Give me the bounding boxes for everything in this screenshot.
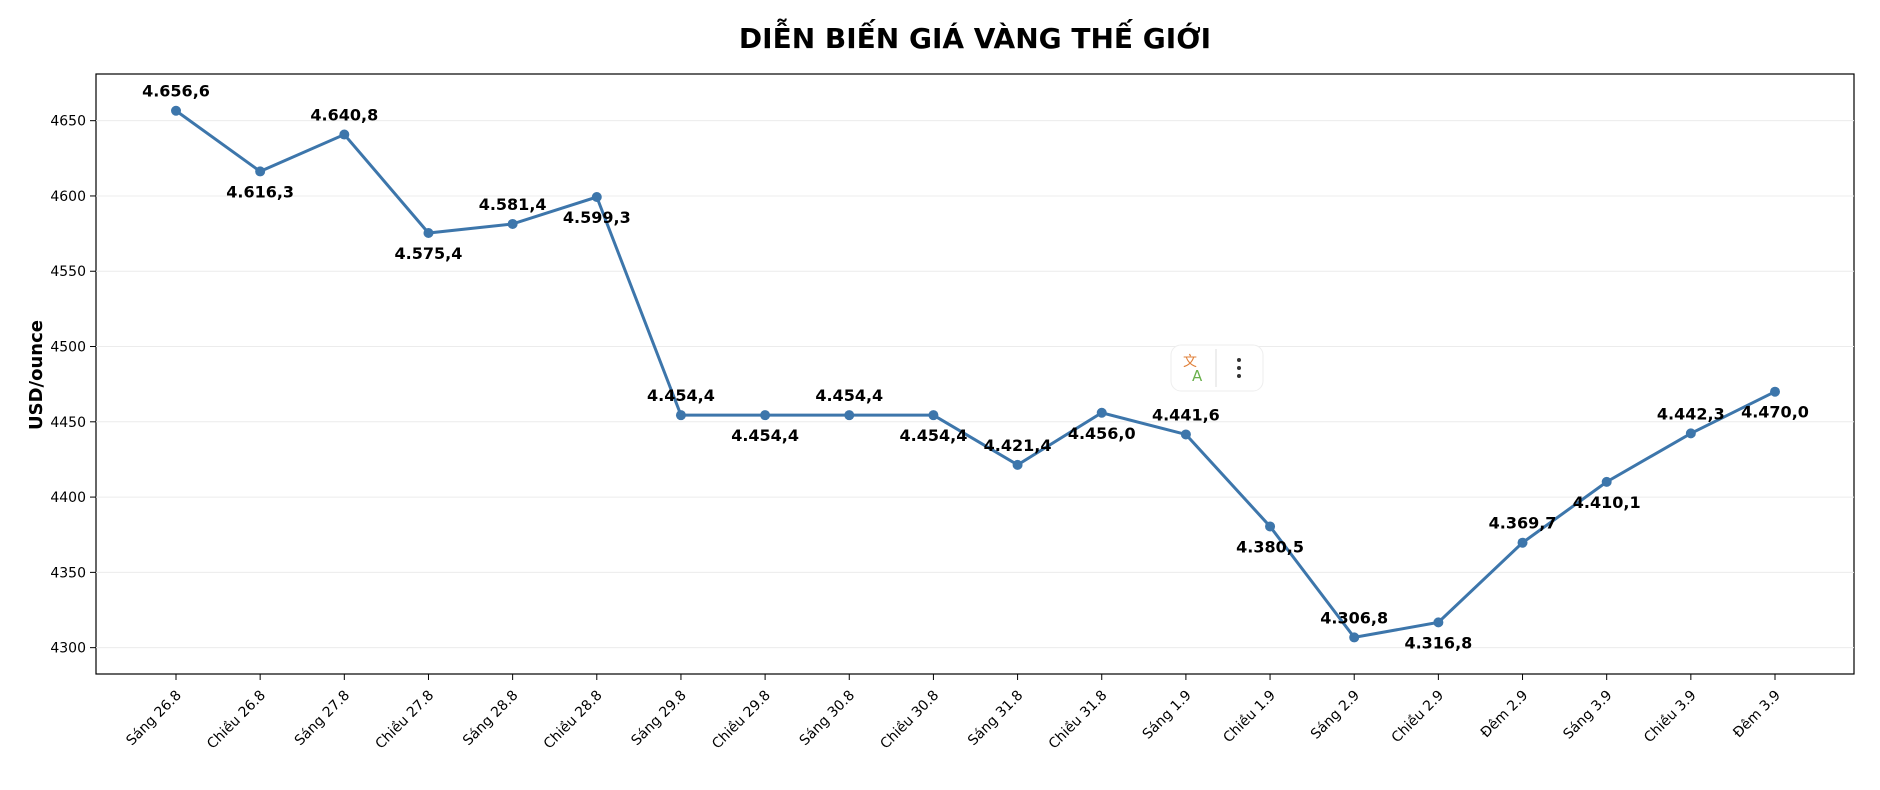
- y-tick-label: 4350: [50, 565, 86, 581]
- x-tick-label: Chiều 31.8: [1045, 687, 1111, 753]
- menu-dot[interactable]: [1237, 358, 1241, 362]
- y-tick-label: 4650: [50, 114, 86, 130]
- x-tick-label: Chiều 3.9: [1640, 687, 1699, 746]
- value-label: 4.575,4: [395, 244, 463, 263]
- value-label: 4.306,8: [1320, 608, 1388, 627]
- x-tick-label: Đêm 2.9: [1478, 688, 1532, 742]
- y-tick-label: 4300: [50, 641, 86, 657]
- value-label: 4.316,8: [1404, 633, 1472, 652]
- point: [1517, 537, 1528, 548]
- point: [1349, 632, 1360, 643]
- value-label: 4.454,4: [647, 386, 715, 405]
- y-axis-label: USD/ounce: [26, 320, 47, 430]
- x-tick-label: Sáng 28.8: [460, 688, 521, 749]
- y-tick-label: 4500: [50, 340, 86, 356]
- popup-box: [1170, 344, 1264, 392]
- value-label: 4.410,1: [1573, 493, 1641, 512]
- y-tick-label: 4600: [50, 189, 86, 205]
- x-tick-label: Sáng 26.8: [123, 688, 184, 749]
- x-tick-label: Sáng 1.9: [1140, 688, 1195, 743]
- x-tick-label: Chiều 1.9: [1220, 687, 1279, 746]
- y-tick-label: 4400: [50, 490, 86, 506]
- value-label: 4.454,4: [731, 426, 799, 445]
- value-label: 4.656,6: [142, 82, 210, 101]
- x-tick-label: Chiều 29.8: [708, 687, 774, 753]
- point: [1096, 407, 1107, 418]
- x-tick-label: Sáng 3.9: [1560, 688, 1615, 743]
- point: [1601, 476, 1612, 487]
- x-tick-label: Sáng 2.9: [1308, 688, 1363, 743]
- value-label: 4.454,4: [815, 386, 883, 405]
- point: [675, 410, 686, 421]
- point: [1770, 386, 1780, 397]
- point: [844, 410, 855, 421]
- x-tick-label: Chiều 2.9: [1388, 687, 1447, 746]
- x-tick-label: Sáng 30.8: [797, 688, 858, 749]
- menu-dot[interactable]: [1237, 374, 1241, 378]
- menu-dot[interactable]: [1237, 366, 1241, 370]
- chart-title: DIỄN BIẾN GIÁ VÀNG THẾ GIỚI: [739, 17, 1211, 55]
- x-tick-label: Chiều 27.8: [372, 687, 438, 753]
- x-tick-label: Chiều 26.8: [203, 687, 269, 753]
- x-tick-label: Sáng 27.8: [292, 688, 353, 749]
- value-label: 4.380,5: [1236, 537, 1304, 556]
- point: [928, 410, 939, 421]
- value-label: 4.369,7: [1489, 514, 1557, 533]
- plot-frame: [95, 73, 1855, 675]
- value-label: 4.421,4: [984, 436, 1052, 455]
- x-tick-label: Đêm 3.9: [1730, 688, 1784, 742]
- value-label: 4.441,6: [1152, 405, 1220, 424]
- translate-icon-a[interactable]: A: [1192, 367, 1203, 385]
- point: [1180, 429, 1191, 440]
- value-label: 4.454,4: [900, 426, 968, 445]
- point: [1685, 428, 1696, 439]
- point: [423, 227, 434, 238]
- point: [591, 192, 602, 203]
- value-label: 4.456,0: [1068, 424, 1136, 443]
- x-tick-label: Chiều 30.8: [877, 687, 943, 753]
- point: [339, 129, 350, 140]
- value-label: 4.599,3: [563, 208, 631, 227]
- value-label: 4.616,3: [226, 182, 294, 201]
- y-tick-label: 4550: [50, 264, 86, 280]
- x-tick-label: Chiều 28.8: [540, 687, 606, 753]
- translate-popup[interactable]: 文 A: [1170, 344, 1264, 392]
- value-label: 4.640,8: [310, 106, 378, 125]
- x-tick-label: Sáng 29.8: [628, 688, 689, 749]
- point: [171, 105, 181, 116]
- value-label: 4.581,4: [479, 195, 547, 214]
- point: [1433, 617, 1444, 628]
- line: [175, 109, 1776, 640]
- y-tick-label: 4450: [50, 415, 86, 431]
- point: [507, 218, 518, 229]
- translate-icon[interactable]: 文: [1183, 354, 1197, 370]
- point: [760, 410, 771, 421]
- x-tick-label: Sáng 31.8: [965, 688, 1026, 749]
- value-label: 4.470,0: [1741, 403, 1809, 422]
- point: [1012, 459, 1023, 470]
- value-label: 4.442,3: [1657, 404, 1725, 423]
- point: [255, 166, 266, 177]
- point: [1265, 521, 1276, 532]
